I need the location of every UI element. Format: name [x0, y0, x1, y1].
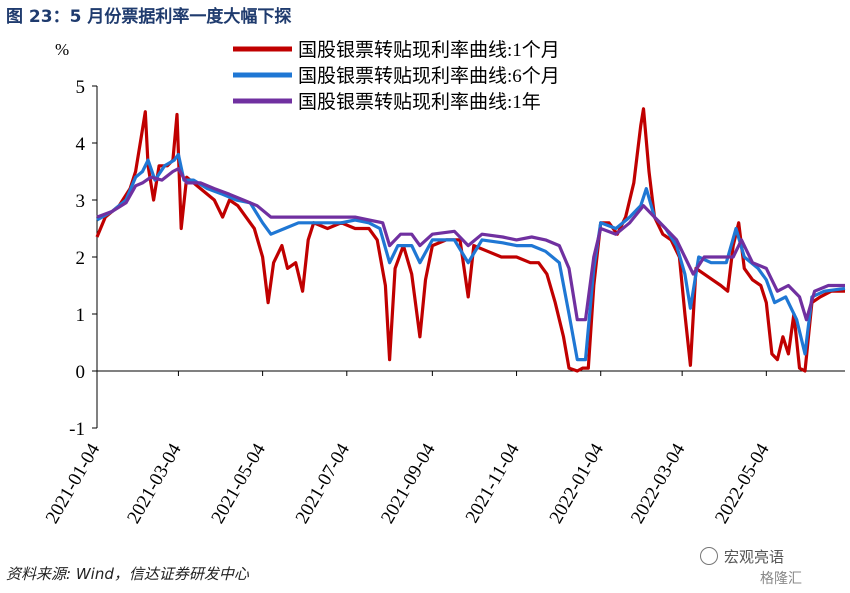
- y-tick-label: -1: [69, 419, 85, 440]
- series-line: [96, 167, 845, 322]
- y-tick-label: 0: [76, 362, 86, 383]
- legend-label: 国股银票转贴现利率曲线:1个月: [298, 39, 560, 61]
- axes: -1 0 1 2 3 4 5 2021-01-04 2021-03-04 2021-05-04 20…: [42, 77, 845, 527]
- y-tick-label: 3: [76, 191, 86, 212]
- wechat-icon: [700, 547, 718, 565]
- y-tick-label: 1: [76, 305, 86, 326]
- x-tick-label: 2021-03-04: [123, 440, 186, 528]
- x-tick-label: 2021-05-04: [207, 440, 270, 528]
- legend: 国股银票转贴现利率曲线:1个月国股银票转贴现利率曲线:6个月国股银票转贴现利率曲…: [233, 39, 560, 113]
- x-tick-label: 2021-01-04: [42, 440, 105, 528]
- x-tick-label: 2022-05-04: [711, 440, 774, 528]
- y-tick-label: 5: [76, 77, 86, 98]
- y-axis-label: %: [55, 40, 69, 59]
- series-lines: [95, 107, 846, 373]
- x-tick-label: 2021-11-04: [462, 440, 524, 527]
- y-tick-label: 2: [76, 248, 86, 269]
- x-tick-label: 2021-07-04: [292, 440, 355, 528]
- series-line: [96, 152, 846, 362]
- series-line: [95, 107, 845, 373]
- legend-label: 国股银票转贴现利率曲线:1年: [298, 91, 541, 113]
- y-tick-label: 4: [76, 134, 86, 155]
- x-tick-label: 2022-03-04: [627, 440, 690, 528]
- watermark-secondary: 格隆汇: [760, 571, 802, 587]
- chart-title: 图 23：5 月份票据利率一度大幅下探: [6, 7, 292, 27]
- watermark-text: 宏观亮语: [724, 548, 785, 566]
- x-tick-label: 2021-09-04: [377, 440, 440, 528]
- legend-label: 国股银票转贴现利率曲线:6个月: [298, 65, 560, 87]
- x-tick-label: 2022-01-04: [546, 440, 609, 528]
- watermark: 宏观亮语: [700, 546, 784, 567]
- source-note: 资料来源: Wind，信达证券研发中心: [6, 565, 249, 583]
